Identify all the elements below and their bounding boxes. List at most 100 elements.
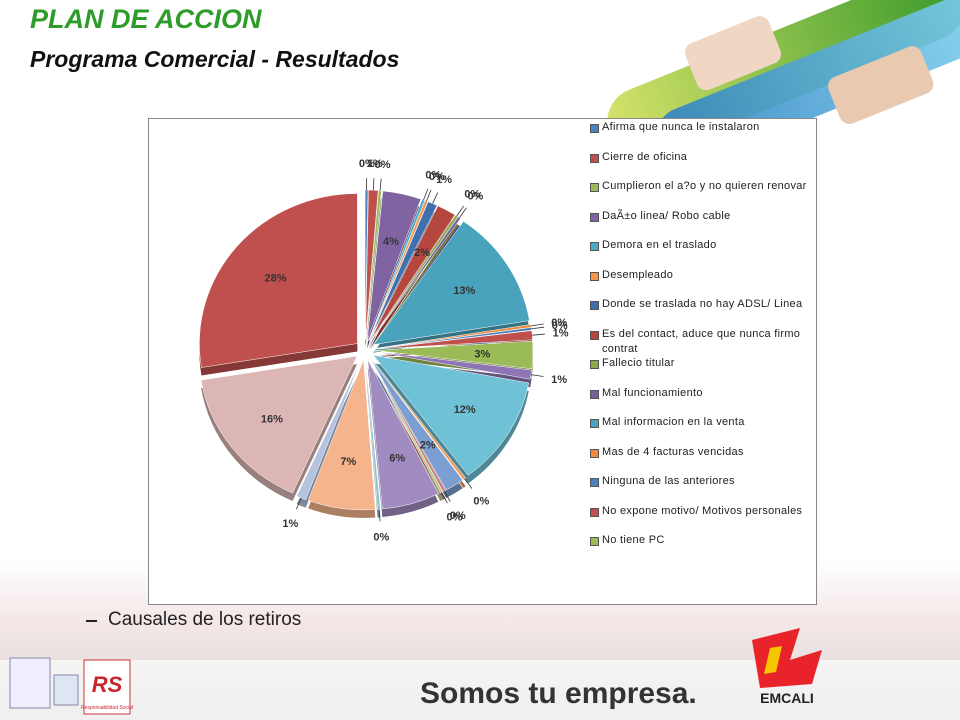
legend-item: Mal funcionamiento bbox=[590, 386, 812, 416]
legend-label: No tiene PC bbox=[602, 534, 665, 546]
bullet-dash bbox=[86, 620, 97, 622]
data-label: 0% bbox=[552, 320, 568, 332]
legend-label: Mal informacion en la venta bbox=[602, 416, 745, 428]
data-label: 1% bbox=[436, 174, 452, 186]
data-label: 0% bbox=[473, 496, 489, 508]
leader-line bbox=[379, 178, 382, 191]
subtitle: Programa Comercial - Resultados bbox=[30, 46, 400, 72]
legend-item: No tiene PC bbox=[590, 533, 812, 563]
bullet-text: Causales de los retiros bbox=[108, 609, 302, 630]
leader-line bbox=[378, 509, 381, 522]
data-label: 3% bbox=[474, 348, 490, 360]
slice bbox=[374, 340, 534, 370]
leader-line bbox=[432, 192, 439, 204]
legend-label: Es del contact, aduce que nunca firmo co… bbox=[602, 327, 801, 355]
leader-line bbox=[531, 326, 545, 330]
data-label: 7% bbox=[340, 456, 356, 468]
rs-text: RS bbox=[92, 672, 123, 697]
legend-item: Es del contact, aduce que nunca firmo co… bbox=[590, 327, 812, 357]
emcali-logo: EMCALI bbox=[752, 628, 822, 706]
leader-line bbox=[372, 178, 375, 191]
data-label: 1% bbox=[367, 158, 383, 170]
slice bbox=[369, 358, 444, 494]
legend-item: Mas de 4 facturas vencidas bbox=[590, 445, 812, 475]
data-label: 6% bbox=[389, 453, 405, 465]
slice bbox=[368, 201, 438, 341]
slice bbox=[374, 327, 532, 349]
legend-item: Fallecio titular bbox=[590, 356, 812, 386]
leader-line bbox=[532, 333, 545, 336]
legend: Afirma que nunca le instalaron Cierre de … bbox=[590, 120, 812, 563]
slice bbox=[369, 205, 456, 342]
data-label: 28% bbox=[265, 272, 287, 284]
data-label: 0% bbox=[464, 188, 480, 200]
slice bbox=[374, 351, 532, 380]
leader-line bbox=[443, 490, 451, 502]
slice bbox=[372, 221, 530, 346]
title: PLAN DE ACCION bbox=[30, 4, 262, 34]
legend-label: Cumplieron el a?o y no quieren renovar bbox=[602, 180, 807, 192]
data-label: 0% bbox=[359, 158, 375, 170]
data-label: 0% bbox=[375, 159, 391, 171]
legend-swatch bbox=[590, 448, 599, 458]
slice bbox=[200, 355, 358, 494]
legend-item: Desempleado bbox=[590, 268, 812, 298]
data-label: 13% bbox=[453, 285, 475, 297]
legend-label: Afirma que nunca le instalaron bbox=[602, 121, 760, 133]
legend-label: Desempleado bbox=[602, 268, 674, 281]
data-label: 1% bbox=[282, 518, 298, 530]
legend-swatch bbox=[590, 183, 599, 192]
legend-item: No expone motivo/ Motivos personales bbox=[590, 504, 812, 534]
legend-item: Demora en el traslado bbox=[590, 238, 812, 268]
legend-item: Afirma que nunca le instalaron bbox=[590, 120, 812, 150]
data-label: 0% bbox=[425, 170, 441, 182]
slice-side bbox=[370, 223, 459, 350]
slice bbox=[372, 354, 530, 476]
legend-swatch bbox=[590, 360, 599, 369]
leader-line bbox=[456, 205, 465, 217]
leader-line bbox=[531, 323, 544, 327]
legend-item: DaÃ±o linea/ Robo cable bbox=[590, 209, 812, 239]
legend-swatch bbox=[590, 271, 599, 281]
leader-line bbox=[464, 478, 473, 489]
data-label: 0% bbox=[450, 510, 466, 522]
slice bbox=[366, 190, 422, 341]
data-label: 0% bbox=[551, 317, 567, 329]
legend-label: Fallecio titular bbox=[602, 357, 675, 369]
cert-logo bbox=[53, 674, 79, 706]
legend-swatch bbox=[590, 419, 599, 428]
legend-item: Donde se traslada no hay ADSL/ Linea bbox=[590, 297, 812, 327]
data-label: 1% bbox=[553, 328, 569, 340]
data-label: 1% bbox=[551, 374, 567, 386]
rs-logo bbox=[83, 659, 131, 715]
legend-swatch bbox=[590, 507, 599, 517]
slice bbox=[370, 358, 464, 491]
slice-side bbox=[365, 198, 382, 349]
data-label: 0% bbox=[429, 171, 445, 183]
legend-swatch bbox=[590, 301, 599, 310]
legend-swatch bbox=[590, 242, 599, 251]
legend-label: No expone motivo/ Motivos personales bbox=[602, 504, 803, 517]
legend-item: Cumplieron el a?o y no quieren renovar bbox=[590, 179, 812, 209]
legend-swatch bbox=[590, 478, 599, 487]
legend-swatch bbox=[590, 330, 599, 340]
legend-label: Mas de 4 facturas vencidas bbox=[602, 445, 744, 458]
legend-label: Ninguna de las anteriores bbox=[602, 475, 735, 487]
footer-slogan: Somos tu empresa. bbox=[420, 677, 697, 710]
leader-line bbox=[459, 207, 467, 218]
data-label: 0% bbox=[467, 190, 483, 202]
data-label: 12% bbox=[454, 404, 476, 416]
legend-item: Mal informacion en la venta bbox=[590, 415, 812, 445]
legend-label: Demora en el traslado bbox=[602, 239, 717, 251]
rs-caption: Responsabilidad Social bbox=[81, 705, 133, 711]
legend-swatch bbox=[590, 537, 599, 546]
slice bbox=[307, 359, 376, 511]
legend-item: Ninguna de las anteriores bbox=[590, 474, 812, 504]
slice bbox=[365, 359, 381, 510]
data-label: 4% bbox=[383, 236, 399, 248]
leader-line bbox=[441, 492, 448, 504]
legend-swatch bbox=[590, 153, 599, 163]
brand: EMCALI bbox=[760, 690, 814, 706]
data-label: 2% bbox=[414, 247, 430, 259]
